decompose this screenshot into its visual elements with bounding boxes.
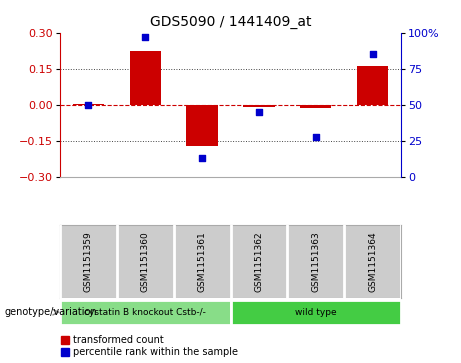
Text: genotype/variation: genotype/variation [5,307,97,317]
Text: GSM1151362: GSM1151362 [254,231,263,292]
Text: GSM1151359: GSM1151359 [84,231,93,292]
Title: GDS5090 / 1441409_at: GDS5090 / 1441409_at [150,15,311,29]
Text: wild type: wild type [295,308,337,317]
Bar [130,51,161,105]
Bar [186,105,218,146]
FancyBboxPatch shape [60,300,230,325]
Legend: transformed count, percentile rank within the sample: transformed count, percentile rank withi… [60,334,239,358]
Bar [300,105,331,109]
Bar [357,66,388,105]
Text: GSM1151361: GSM1151361 [198,231,207,292]
Text: GSM1151363: GSM1151363 [311,231,320,292]
Point [312,134,319,139]
Text: GSM1151364: GSM1151364 [368,231,377,292]
Text: cystatin B knockout Cstb-/-: cystatin B knockout Cstb-/- [84,308,206,317]
Point [142,34,149,40]
Point [85,102,92,108]
Text: GSM1151360: GSM1151360 [141,231,150,292]
Bar [73,103,104,105]
Point [255,109,263,115]
Point [369,52,376,57]
FancyBboxPatch shape [230,300,401,325]
Point [198,155,206,161]
Bar [243,105,275,107]
